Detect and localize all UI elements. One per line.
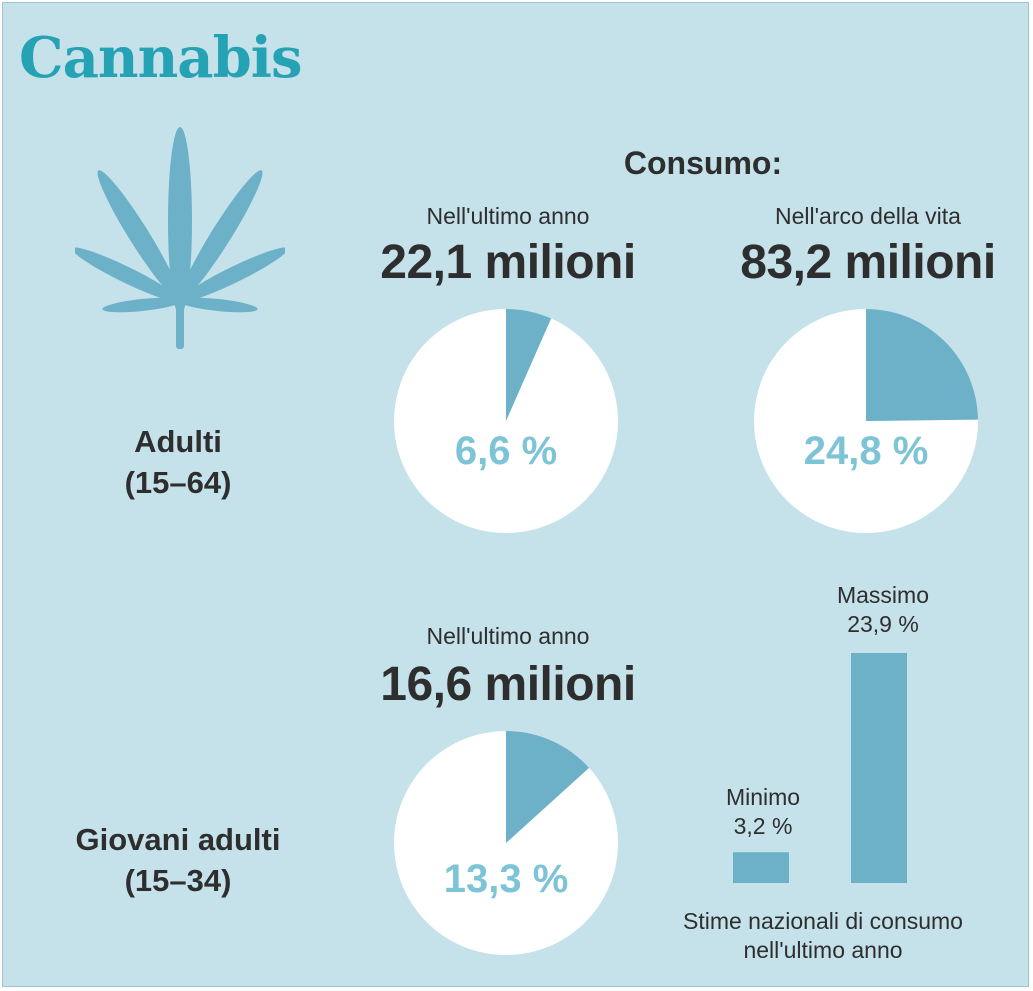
group-adults-age: (15–64) bbox=[124, 465, 232, 500]
range-caption: Stime nazionali di consumo nell'ultimo a… bbox=[633, 907, 1013, 965]
range-caption-line2: nell'ultimo anno bbox=[743, 937, 903, 963]
adults-last-year-percent: 6,6 % bbox=[454, 429, 558, 473]
pie-adults-last-year bbox=[394, 309, 618, 533]
min-label: Minimo bbox=[725, 784, 801, 810]
bar-minimo bbox=[733, 852, 789, 883]
page-title: Cannabis bbox=[19, 25, 303, 91]
min-label-block: Minimo 3,2 % bbox=[693, 783, 833, 841]
group-young-label: Giovani adulti bbox=[75, 822, 281, 857]
pie-slice bbox=[866, 309, 978, 421]
young-last-year-percent: 13,3 % bbox=[443, 857, 569, 901]
adults-lifetime-label: Nell'arco della vita bbox=[775, 203, 961, 229]
group-young-adults: Giovani adulti (15–34) bbox=[33, 819, 323, 901]
range-caption-line1: Stime nazionali di consumo bbox=[683, 908, 963, 934]
group-young-age: (15–34) bbox=[124, 863, 232, 898]
young-last-year-total: 16,6 milioni bbox=[380, 658, 636, 711]
cannabis-leaf-icon bbox=[75, 127, 285, 349]
max-value-label: 23,9 % bbox=[847, 611, 919, 637]
max-label: Massimo bbox=[836, 582, 929, 608]
pie-adults-lifetime bbox=[754, 309, 978, 533]
range-bar-chart bbox=[733, 653, 907, 883]
adults-last-year-label: Nell'ultimo anno bbox=[426, 203, 590, 229]
consumo-label: Consumo: bbox=[623, 145, 783, 181]
min-value-label: 3,2 % bbox=[733, 813, 793, 839]
group-adults: Adulti (15–64) bbox=[73, 421, 283, 503]
adults-last-year-total: 22,1 milioni bbox=[380, 236, 636, 289]
pie-young-last-year bbox=[394, 730, 618, 955]
young-last-year-label: Nell'ultimo anno bbox=[426, 623, 590, 649]
pie-slice bbox=[506, 309, 552, 421]
max-label-block: Massimo 23,9 % bbox=[813, 581, 953, 639]
adults-lifetime-percent: 24,8 % bbox=[803, 429, 929, 473]
group-adults-label: Adulti bbox=[134, 424, 222, 459]
pie-slice bbox=[506, 730, 590, 843]
adults-lifetime-total: 83,2 milioni bbox=[740, 236, 996, 289]
bar-massimo bbox=[851, 653, 907, 883]
